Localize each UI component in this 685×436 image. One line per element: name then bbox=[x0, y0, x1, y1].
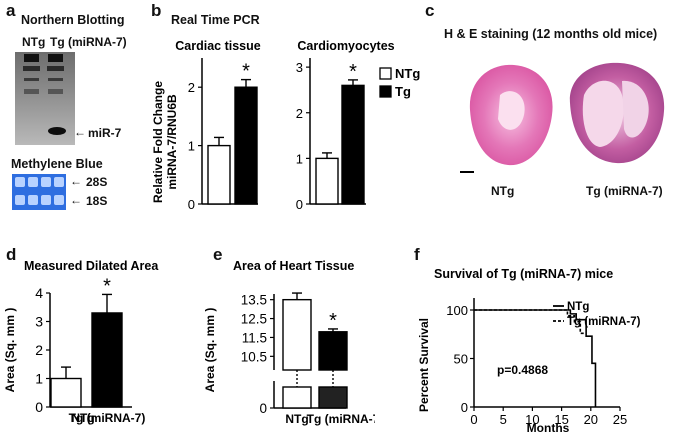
survival-legend-label-ntg: NTg bbox=[567, 301, 589, 313]
heart-tissue-ylabel: Area (Sq. mm ) bbox=[203, 308, 217, 393]
legend-label-ntg: NTg bbox=[395, 66, 420, 81]
mir7-band-arrow: ← bbox=[74, 125, 86, 139]
he-label-tg: Tg (miRNA-7) bbox=[586, 184, 663, 198]
heart-tissue-ytick-label: 0 bbox=[259, 401, 267, 416]
pcr-bar-charts: Relative Fold Change miRNA-7/RNU6B Cardi… bbox=[151, 39, 420, 212]
dilated-area-ytick-label: 2 bbox=[35, 342, 43, 358]
cardiac-bar-ntg bbox=[207, 144, 231, 205]
he-label-ntg: NTg bbox=[491, 184, 515, 198]
28s-arrow: ← bbox=[70, 174, 82, 188]
mir7-band-label: miR-7 bbox=[88, 126, 122, 140]
scale-bar bbox=[460, 171, 474, 173]
heart-tissue-ytick-label: 11.5 bbox=[242, 330, 267, 345]
panel-e-letter: e bbox=[213, 245, 223, 264]
methylene-blue-gel bbox=[12, 174, 66, 210]
legend-swatch-ntg bbox=[379, 67, 392, 80]
survival-chart: Survival of Tg (miRNA-7) mice Percent Su… bbox=[417, 267, 641, 435]
survival-xtick-label: 20 bbox=[584, 412, 598, 427]
dilated-area-title: Measured Dilated Area bbox=[24, 259, 159, 273]
dilated-area-ytick-label: 4 bbox=[35, 285, 43, 301]
cardiomyocytes-significance-star: * bbox=[349, 61, 357, 83]
heart-tissue-category-label: NTg bbox=[285, 412, 308, 426]
dilated-area-ylabel: Area (Sq. mm ) bbox=[3, 308, 17, 393]
18s-label: 18S bbox=[86, 194, 108, 208]
cardiomyocytes-ytick-label: 3 bbox=[296, 60, 303, 75]
heart-tissue-ytick-label: 13.5 bbox=[241, 293, 267, 308]
dilated-area-ytick-label: 1 bbox=[35, 371, 43, 387]
survival-ylabel: Percent Survival bbox=[417, 318, 431, 412]
dilated-area-significance-star: * bbox=[103, 275, 111, 297]
dilated-area-ytick-label: 3 bbox=[35, 314, 43, 330]
survival-curve-ntg bbox=[474, 309, 597, 407]
survival-ytick-label: 0 bbox=[461, 400, 468, 415]
pcr-ylabel-line1: Relative Fold Change bbox=[151, 81, 165, 203]
panel-a-letter: a bbox=[6, 1, 16, 20]
he-stained-heart-images bbox=[460, 62, 665, 173]
heart-tissue-area-chart: Area of Heart Tissue Area (Sq. mm ) 0 10.… bbox=[203, 259, 375, 426]
panel-c-letter: c bbox=[425, 1, 435, 20]
panel-c-title: H & E staining (12 months old mice) bbox=[444, 27, 658, 41]
legend-swatch-tg bbox=[379, 85, 392, 98]
panel-a-title: Northern Blotting bbox=[21, 13, 125, 27]
dilated-area-category-label: NTg bbox=[71, 411, 94, 425]
survival-xtick-label: 0 bbox=[470, 412, 477, 427]
dilated-area-bar-ntg bbox=[50, 377, 82, 408]
panel-b-letter: b bbox=[151, 1, 162, 20]
lane-label-tg: Tg (miRNA-7) bbox=[50, 35, 127, 49]
heart-tissue-bar-lower-ntg bbox=[282, 386, 312, 409]
survival-xtick-label: 5 bbox=[500, 412, 507, 427]
cardiac-title: Cardiac tissue bbox=[175, 39, 261, 53]
dilated-area-ytick-label: 0 bbox=[35, 399, 43, 415]
survival-curve-tg bbox=[474, 309, 585, 335]
heart-tissue-significance-star: * bbox=[329, 310, 337, 332]
panel-f-letter: f bbox=[414, 245, 420, 264]
survival-xtick-label: 25 bbox=[613, 412, 627, 427]
methylene-blue-title: Methylene Blue bbox=[11, 157, 103, 171]
dilated-area-bar-tg bbox=[91, 312, 123, 408]
cardiomyocytes-ytick-label: 2 bbox=[296, 106, 303, 121]
survival-xtick-label: 15 bbox=[554, 412, 568, 427]
survival-xlabel: Months bbox=[527, 421, 570, 435]
cardiomyocytes-bar-ntg bbox=[315, 157, 339, 205]
cardiac-bar-tg bbox=[234, 86, 258, 205]
panel-b-title: Real Time PCR bbox=[171, 13, 260, 27]
survival-pvalue: p=0.4868 bbox=[497, 363, 548, 377]
panel-d-letter: d bbox=[6, 245, 17, 264]
dilated-area-chart: Measured Dilated Area Area (Sq. mm ) 0 1 2… bbox=[3, 259, 159, 425]
heart-tissue-bar-upper-tg bbox=[318, 331, 348, 371]
pcr-ylabel-line2: miRNA-7/RNU6B bbox=[165, 94, 179, 190]
cardiac-ytick-label: 2 bbox=[188, 80, 195, 95]
heart-tissue-ytick-label: 12.5 bbox=[241, 312, 267, 327]
heart-section-ntg bbox=[469, 64, 553, 166]
legend-label-tg: Tg bbox=[395, 84, 411, 99]
survival-ytick-label: 50 bbox=[454, 352, 468, 367]
cardiomyocytes-ytick-label: 1 bbox=[296, 151, 303, 166]
northern-blot-image bbox=[15, 52, 75, 145]
heart-tissue-ytick-label: 10.5 bbox=[241, 349, 267, 364]
28s-label: 28S bbox=[86, 175, 108, 189]
survival-xtick-label: 10 bbox=[525, 412, 539, 427]
heart-tissue-bar-upper-ntg bbox=[282, 298, 312, 371]
heart-tissue-category-label: Tg (miRNA-7) bbox=[307, 412, 375, 426]
heart-tissue-title: Area of Heart Tissue bbox=[233, 259, 354, 273]
survival-ytick-label: 100 bbox=[446, 303, 468, 318]
cardiac-ytick-label: 1 bbox=[188, 139, 195, 154]
cardiac-ytick-label: 0 bbox=[188, 197, 195, 212]
survival-title: Survival of Tg (miRNA-7) mice bbox=[434, 267, 613, 281]
heart-tissue-bar-lower-tg bbox=[318, 386, 348, 409]
lane-label-ntg: NTg bbox=[22, 35, 46, 49]
cardiomyocytes-title: Cardiomyocytes bbox=[297, 39, 394, 53]
cardiac-significance-star: * bbox=[242, 61, 250, 83]
18s-arrow: ← bbox=[70, 193, 82, 207]
heart-section-tg bbox=[569, 62, 665, 164]
dilated-area-category-label: Tg (miRNA-7) bbox=[69, 411, 146, 425]
cardiomyocytes-bar-tg bbox=[341, 84, 365, 205]
cardiomyocytes-ytick-label: 0 bbox=[296, 197, 303, 212]
